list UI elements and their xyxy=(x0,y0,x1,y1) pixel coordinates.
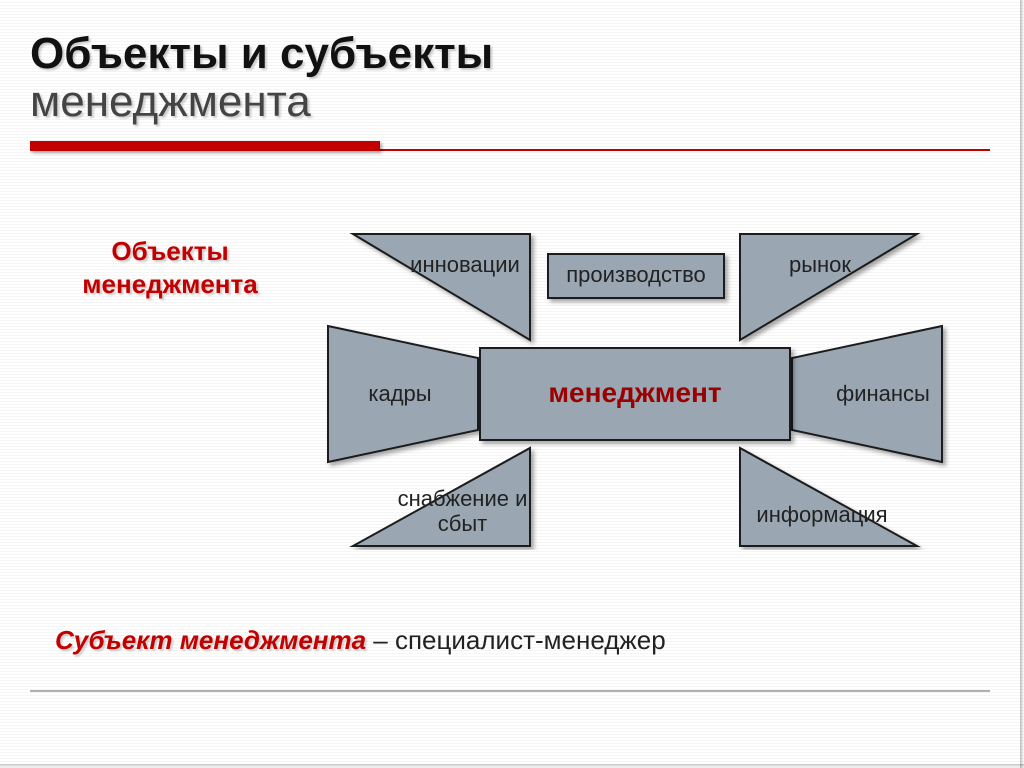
label-supply: снабжение и сбыт xyxy=(390,486,535,537)
tri-top-right xyxy=(740,234,917,340)
label-management: менеджмент xyxy=(480,377,790,409)
diagram: инновации производство рынок кадры менед… xyxy=(290,230,975,550)
title-rule xyxy=(30,141,994,151)
label-production: производство xyxy=(548,262,724,287)
edge-shadow-bottom xyxy=(0,764,1024,768)
label-finance: финансы xyxy=(828,381,938,406)
subject-em: Субъект менеджмента xyxy=(55,625,366,655)
title-light: менеджмента xyxy=(30,77,311,126)
tri-bot-right xyxy=(740,448,917,546)
objects-heading: Объекты менеджмента xyxy=(60,235,280,300)
title-block: Объекты и субъекты менеджмента xyxy=(30,30,994,127)
label-innovations: инновации xyxy=(400,252,530,277)
edge-shadow-right xyxy=(1020,0,1024,768)
tri-top-left xyxy=(353,234,530,340)
label-market: рынок xyxy=(760,252,880,277)
title-bold: Объекты и субъекты xyxy=(30,29,493,78)
label-personnel: кадры xyxy=(345,381,455,406)
slide: Объекты и субъекты менеджмента Объекты м… xyxy=(0,0,1024,768)
subject-line: Субъект менеджмента – специалист-менедже… xyxy=(55,625,955,656)
rule-bar xyxy=(30,141,380,151)
bottom-rule xyxy=(30,690,990,692)
label-information: информация xyxy=(742,502,902,527)
subject-rest: – специалист-менеджер xyxy=(366,625,666,655)
